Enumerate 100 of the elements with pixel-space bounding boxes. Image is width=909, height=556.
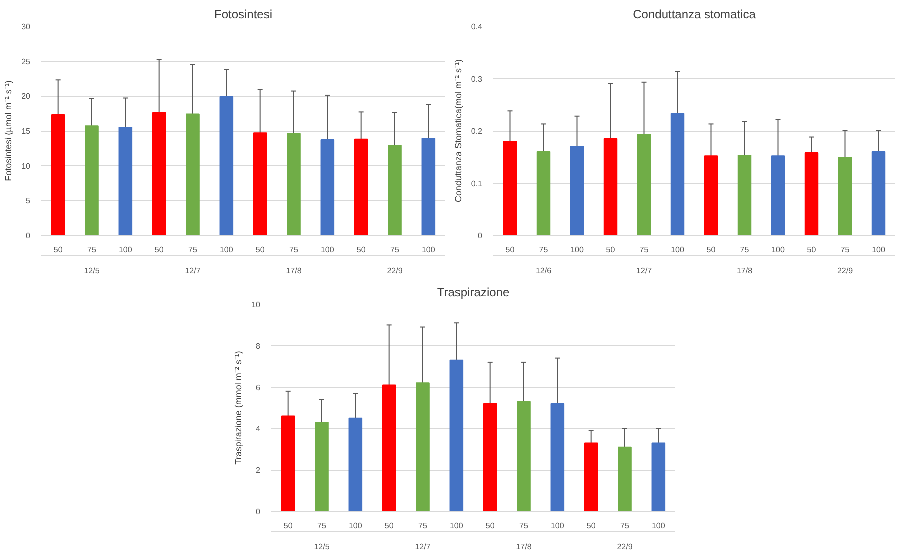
y-tick-label: 0.4	[471, 22, 484, 32]
y-tick-label: 30	[22, 22, 32, 32]
x-tick-label: 75	[390, 246, 400, 254]
chart-title: Conduttanza stomatica	[633, 8, 756, 22]
x-tick-label: 50	[256, 246, 266, 254]
x-tick-label: 50	[54, 246, 64, 254]
x-tick-label: 75	[188, 246, 198, 254]
y-axis-title: Traspirazione (mmol m⁻² s⁻¹)	[234, 351, 244, 465]
bar	[604, 138, 618, 236]
bar	[186, 114, 200, 236]
x-tick-label: 75	[840, 246, 850, 254]
x-tick-label: 50	[356, 246, 366, 254]
x-tick-label: 50	[284, 522, 294, 530]
x-tick-label: 100	[422, 246, 436, 254]
bar	[670, 113, 685, 236]
text: 22/9	[617, 542, 634, 552]
x-tick-label: 50	[384, 522, 394, 530]
text: 12/7	[636, 266, 653, 276]
x-tick-label: 100	[652, 522, 666, 530]
bar	[838, 157, 852, 236]
bar	[382, 384, 396, 512]
x-tick-label: 50	[486, 522, 496, 530]
bar	[416, 382, 430, 512]
bar	[152, 112, 166, 236]
y-tick-label: 10	[22, 162, 32, 171]
bar	[348, 418, 363, 512]
x-tick-label: 50	[586, 522, 596, 530]
text: 22/9	[387, 266, 404, 276]
bar	[637, 134, 652, 236]
y-tick-label: 15	[22, 127, 32, 136]
text: 12/6	[536, 266, 552, 276]
bar	[872, 151, 886, 236]
y-tick-label: 0	[26, 232, 32, 240]
x-tick-label: 50	[706, 246, 716, 254]
y-tick-label: 6	[256, 383, 262, 392]
x-tick-label: 100	[872, 246, 886, 254]
text: 12/7	[415, 542, 432, 552]
y-tick-label: 0.2	[471, 127, 484, 136]
bar	[771, 156, 786, 236]
bar	[570, 146, 584, 236]
y-tick-label: 4	[256, 424, 262, 434]
y-axis-title: Fotosintesi (µmol m⁻² s⁻¹)	[4, 80, 14, 182]
y-tick-label: 0.3	[471, 74, 484, 84]
text: 17/8	[286, 266, 302, 276]
text: 22/9	[837, 266, 854, 276]
x-tick-label: 100	[671, 246, 685, 254]
bar	[550, 403, 565, 512]
x-tick-label: 75	[539, 246, 549, 254]
chart-title: Traspirazione	[437, 286, 510, 300]
x-tick-label: 75	[418, 522, 428, 530]
bar	[253, 132, 268, 236]
x-tick-label: 75	[640, 246, 650, 254]
text: 17/8	[736, 266, 754, 276]
x-tick-label: 100	[550, 522, 565, 530]
bar	[287, 133, 301, 236]
x-tick-label: 75	[620, 522, 630, 530]
y-tick-label: 8	[256, 342, 262, 351]
bar	[281, 416, 296, 512]
x-tick-label: 75	[520, 522, 529, 530]
bar	[388, 145, 402, 236]
bar	[450, 360, 464, 512]
x-tick-label: 100	[450, 522, 464, 530]
chart-title: Fotosintesi	[214, 8, 273, 22]
bar	[85, 126, 99, 236]
bar	[652, 442, 666, 512]
bar	[584, 442, 598, 512]
x-tick-label: 50	[807, 246, 817, 254]
y-tick-label: 0.1	[471, 179, 484, 188]
text: 12/7	[185, 266, 202, 276]
bar	[422, 138, 436, 236]
y-axis-title: Conduttanza Stomatica(mol m⁻² s⁻¹)	[453, 59, 464, 203]
text: 12/5	[84, 266, 100, 276]
y-tick-label: 10	[252, 300, 262, 310]
x-tick-label: 75	[318, 522, 327, 530]
bar	[804, 152, 819, 236]
x-tick-label: 100	[348, 522, 363, 530]
bar	[503, 140, 518, 236]
x-tick-label: 50	[606, 246, 616, 254]
y-tick-label: 0	[256, 508, 262, 516]
x-tick-label: 50	[506, 246, 516, 254]
bar	[738, 155, 752, 236]
bar	[704, 156, 718, 236]
bar	[517, 401, 531, 512]
y-tick-label: 20	[22, 92, 32, 102]
y-tick-label: 25	[22, 57, 32, 66]
x-tick-label: 75	[88, 246, 97, 254]
y-tick-label: 0	[478, 232, 484, 240]
bar	[51, 114, 66, 236]
x-tick-label: 50	[154, 246, 164, 254]
bar	[315, 422, 329, 512]
x-tick-label: 100	[320, 246, 335, 254]
bar	[483, 403, 498, 512]
bar	[118, 127, 133, 236]
text: 17/8	[516, 542, 532, 552]
x-tick-label: 100	[570, 246, 584, 254]
x-tick-label: 100	[118, 246, 133, 254]
y-tick-label: 5	[26, 196, 32, 206]
bar	[618, 446, 632, 512]
x-tick-label: 75	[740, 246, 750, 254]
x-tick-label: 100	[220, 246, 234, 254]
